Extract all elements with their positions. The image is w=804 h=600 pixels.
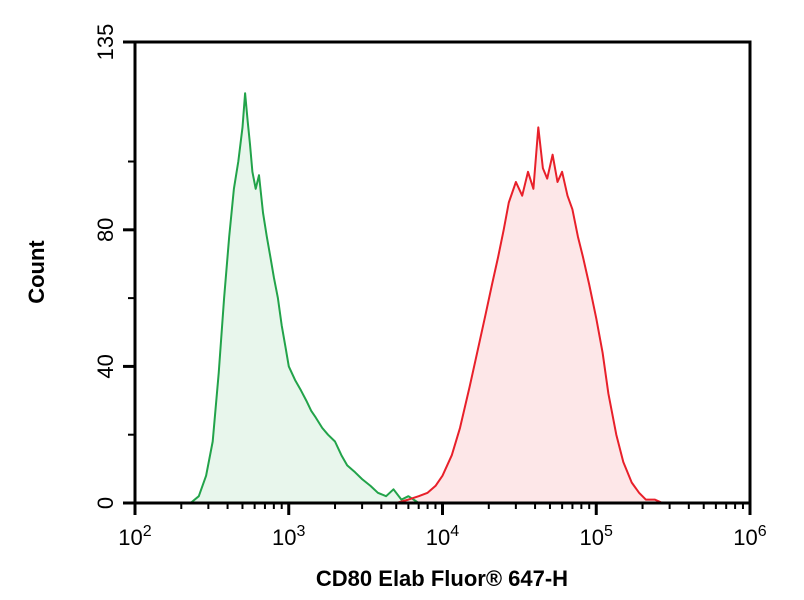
x-tick-exponent: 4 xyxy=(450,523,459,540)
x-tick-base: 10 xyxy=(272,525,296,550)
x-tick-exponent: 6 xyxy=(758,523,767,540)
x-tick-label: 105 xyxy=(580,523,613,550)
x-tick-label: 106 xyxy=(733,523,766,550)
y-tick-label: 135 xyxy=(93,24,118,61)
x-tick-exponent: 2 xyxy=(143,523,152,540)
histogram-lines xyxy=(189,92,670,504)
x-tick-label: 103 xyxy=(272,523,305,550)
x-tick-exponent: 3 xyxy=(297,523,306,540)
x-tick-exponent: 5 xyxy=(604,523,613,540)
x-tick-base: 10 xyxy=(426,525,450,550)
y-axis: 0 40 80 135 xyxy=(93,24,135,509)
x-tick-base: 10 xyxy=(733,525,757,550)
y-tick-label: 80 xyxy=(93,218,118,242)
x-axis-label: CD80 Elab Fluor® 647-H xyxy=(316,566,568,591)
x-tick-label: 102 xyxy=(118,523,151,550)
x-tick-base: 10 xyxy=(580,525,604,550)
histogram-fills xyxy=(190,93,670,504)
x-tick-base: 10 xyxy=(118,525,142,550)
series-1-line xyxy=(189,92,428,504)
y-tick-label: 0 xyxy=(93,497,118,509)
y-tick-label: 40 xyxy=(93,354,118,378)
x-tick-label: 104 xyxy=(426,523,459,550)
series-1-area xyxy=(190,93,428,503)
series-2-line xyxy=(395,126,670,504)
y-axis-label: Count xyxy=(24,240,49,304)
x-axis: 102 103 104 105 106 xyxy=(118,503,767,550)
